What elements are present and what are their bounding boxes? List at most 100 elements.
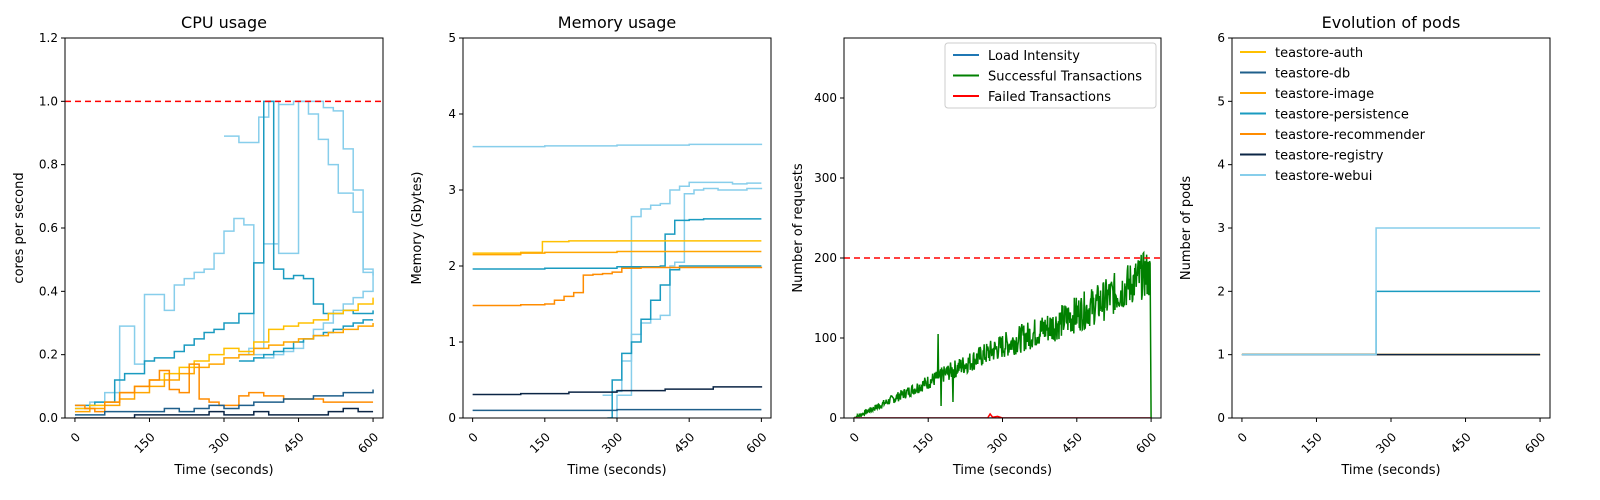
chart-title: CPU usage bbox=[181, 13, 267, 32]
y-tick-label: 200 bbox=[814, 251, 837, 265]
series-line-teastore-recommender-7 bbox=[472, 266, 763, 307]
x-tick-label: 300 bbox=[206, 430, 232, 456]
y-tick-label: 0.4 bbox=[39, 284, 58, 298]
y-tick-label: 1 bbox=[1217, 348, 1225, 362]
y-tick-label: 100 bbox=[814, 331, 837, 345]
x-tick-label: 450 bbox=[281, 430, 307, 456]
plot-area bbox=[65, 100, 383, 418]
series-line-teastore-webui-2 bbox=[609, 187, 763, 418]
series-line-teastore-image-6 bbox=[74, 323, 374, 413]
series-line-teastore-persistence-3 bbox=[472, 218, 762, 270]
y-tick-label: 0 bbox=[1217, 411, 1225, 425]
y-axis-label: Number of requests bbox=[791, 163, 806, 292]
y-tick-label: 5 bbox=[1217, 94, 1225, 108]
legend-entry: teastore-auth bbox=[1275, 46, 1363, 61]
y-tick-label: 4 bbox=[1217, 158, 1225, 172]
series-line-teastore-webui-0 bbox=[74, 217, 374, 410]
y-tick-label: 400 bbox=[814, 91, 837, 105]
series-line-teastore-webui-1 bbox=[224, 100, 374, 276]
y-tick-label: 0.8 bbox=[39, 158, 58, 172]
axes-frame bbox=[462, 37, 772, 419]
series-line-failed-2 bbox=[853, 412, 1152, 418]
legend-entry: teastore-registry bbox=[1275, 149, 1384, 164]
series-line-teastore-db-9 bbox=[472, 408, 762, 412]
chart-panel-1: 0 150 300 450 600 0.0 0.2 0.4 0.6 0.8 1.0 1.2 CPU us… bbox=[12, 13, 384, 478]
y-tick-label: 4 bbox=[448, 107, 456, 121]
series-line-teastore-registry-9 bbox=[74, 407, 374, 418]
y-tick-label: 6 bbox=[1217, 31, 1225, 45]
x-tick-label: 600 bbox=[1133, 430, 1159, 456]
x-tick-label: 150 bbox=[132, 430, 158, 456]
plot-area bbox=[844, 250, 1161, 418]
chart-panel-2: 0 150 300 450 600 0 1 2 3 4 5 Memory usage Time (sec… bbox=[410, 13, 772, 478]
series-line-teastore-recommender-7 bbox=[74, 363, 374, 413]
plot-area bbox=[472, 143, 763, 418]
series-line-teastore-image-6 bbox=[472, 250, 762, 256]
chart-panel-3: 0 150 300 450 600 0 100 200 300 400 Time (seconds)… bbox=[791, 37, 1162, 478]
series-line-teastore-persistence-4 bbox=[607, 265, 762, 418]
x-tick-label: 600 bbox=[355, 430, 381, 456]
x-tick-label: 150 bbox=[910, 430, 936, 456]
legend-entry: Load Intensity bbox=[988, 49, 1080, 64]
y-tick-label: 0.2 bbox=[39, 348, 58, 362]
legend-box bbox=[944, 42, 1157, 109]
legend: Load Intensity Successful Transactions Fai… bbox=[944, 42, 1157, 109]
legend: teastore-auth teastore-db teastore-image te… bbox=[1240, 46, 1426, 184]
x-tick-label: 300 bbox=[1373, 430, 1399, 456]
x-axis-label: Time (seconds) bbox=[1340, 463, 1440, 478]
plot-area bbox=[1241, 227, 1541, 356]
legend-entry: Failed Transactions bbox=[988, 90, 1111, 105]
y-tick-label: 0.6 bbox=[39, 221, 58, 235]
y-tick-label: 1.0 bbox=[39, 94, 58, 108]
x-tick-label: 300 bbox=[599, 430, 625, 456]
series-line-teastore-webui-0 bbox=[472, 143, 763, 148]
series-line-teastore-db-8 bbox=[74, 389, 374, 416]
x-tick-label: 150 bbox=[1299, 430, 1325, 456]
y-tick-label: 3 bbox=[1217, 221, 1225, 235]
y-tick-label: 1.2 bbox=[39, 31, 58, 45]
series-line-teastore-persistence-3 bbox=[74, 100, 374, 407]
x-axis-label: Time (seconds) bbox=[952, 463, 1052, 478]
series-line-teastore-webui-6 bbox=[1241, 227, 1541, 356]
y-tick-label: 0 bbox=[829, 411, 837, 425]
legend-entry: teastore-db bbox=[1275, 67, 1350, 82]
y-tick-label: 2 bbox=[448, 259, 456, 273]
y-tick-label: 0.0 bbox=[39, 411, 58, 425]
x-axis-label: Time (seconds) bbox=[566, 463, 666, 478]
x-tick-label: 0 bbox=[847, 430, 862, 445]
y-tick-label: 0 bbox=[448, 411, 456, 425]
x-axis-label: Time (seconds) bbox=[173, 463, 273, 478]
legend-entry: teastore-persistence bbox=[1275, 108, 1409, 123]
x-tick-label: 0 bbox=[1235, 430, 1250, 445]
y-tick-label: 5 bbox=[448, 31, 456, 45]
x-tick-label: 0 bbox=[68, 430, 83, 445]
chart-panel-4: 0 150 300 450 600 0 1 2 3 4 5 6 Evolution of pods Tim… bbox=[1179, 13, 1551, 478]
x-tick-label: 300 bbox=[985, 430, 1011, 456]
chart-title: Memory usage bbox=[558, 13, 676, 32]
series-line-teastore-persistence-3 bbox=[1241, 290, 1541, 356]
series-line-successful-transactions bbox=[853, 250, 1152, 418]
y-axis-label: Memory (Gbytes) bbox=[410, 171, 425, 284]
chart-title: Evolution of pods bbox=[1322, 13, 1461, 32]
x-tick-label: 450 bbox=[1448, 430, 1474, 456]
y-tick-label: 2 bbox=[1217, 284, 1225, 298]
y-tick-label: 1 bbox=[448, 335, 456, 349]
y-axis-label: cores per second bbox=[12, 172, 27, 283]
x-tick-label: 450 bbox=[1059, 430, 1085, 456]
x-tick-label: 600 bbox=[744, 430, 770, 456]
x-tick-label: 150 bbox=[527, 430, 553, 456]
legend-entry: Successful Transactions bbox=[988, 70, 1142, 85]
series-line-teastore-webui-2 bbox=[238, 100, 374, 356]
y-tick-label: 3 bbox=[448, 183, 456, 197]
x-tick-label: 600 bbox=[1522, 430, 1548, 456]
legend-entry: teastore-webui bbox=[1275, 169, 1372, 184]
series-line-teastore-registry-8 bbox=[472, 386, 763, 396]
x-tick-label: 450 bbox=[671, 430, 697, 456]
x-tick-label: 0 bbox=[466, 430, 481, 445]
legend-entry: teastore-recommender bbox=[1275, 128, 1426, 143]
series-line-teastore-webui-1 bbox=[602, 181, 762, 396]
y-axis-label: Number of pods bbox=[1179, 176, 1194, 280]
legend-entry: teastore-image bbox=[1275, 87, 1374, 102]
y-tick-label: 300 bbox=[814, 171, 837, 185]
